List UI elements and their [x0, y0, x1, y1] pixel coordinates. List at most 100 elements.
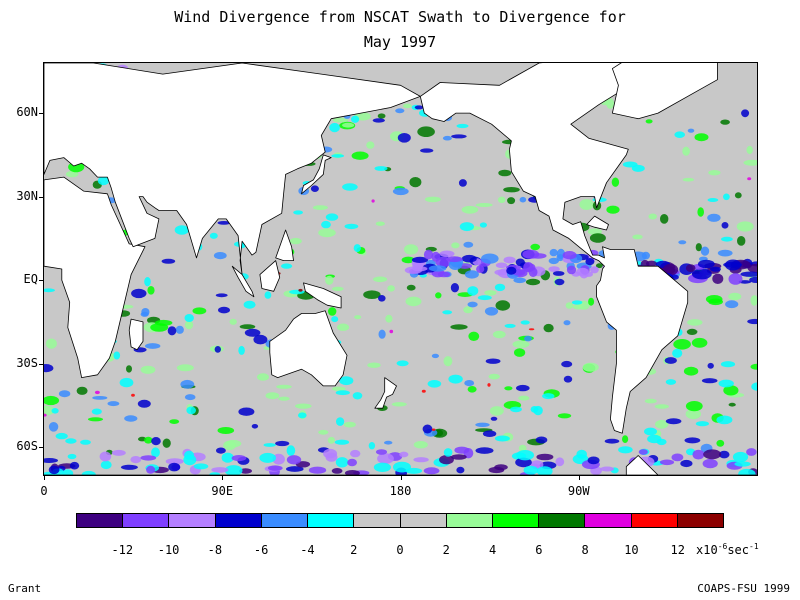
divergence-patch [343, 421, 356, 428]
divergence-patch [622, 435, 629, 443]
lat-tick [39, 363, 43, 365]
divergence-patch [746, 448, 757, 456]
divergence-patch [162, 438, 171, 448]
divergence-patch [184, 320, 194, 330]
divergence-patch [44, 364, 54, 373]
divergence-patch [409, 177, 422, 188]
divergence-patch [221, 452, 234, 463]
divergence-patch [708, 298, 723, 306]
divergence-patch [582, 362, 599, 372]
map-title-line-2: May 1997 [363, 33, 437, 51]
divergence-patch [87, 417, 104, 422]
divergence-patch [695, 243, 702, 252]
divergence-patch [525, 278, 541, 286]
divergence-patch [44, 413, 47, 417]
divergence-patch [167, 326, 177, 336]
divergence-patch [728, 292, 742, 301]
divergence-patch [485, 358, 501, 364]
divergence-patch [363, 290, 381, 299]
lat-tick [39, 447, 43, 449]
colorbar-swatch [169, 514, 216, 527]
divergence-patch [130, 456, 142, 464]
divergence-patch [458, 179, 467, 187]
divergence-patch [318, 429, 329, 435]
divergence-patch [331, 386, 346, 391]
divergence-patch [662, 263, 679, 276]
divergence-patch [665, 379, 677, 385]
divergence-patch [504, 323, 516, 328]
divergence-patch [507, 197, 516, 205]
divergence-patch [576, 267, 589, 276]
divergence-patch [589, 233, 606, 243]
divergence-patch [749, 276, 757, 283]
divergence-patch [562, 251, 577, 260]
divergence-patch [243, 300, 256, 309]
divergence-patch [618, 446, 633, 454]
divergence-patch [519, 196, 527, 203]
colorbar-units: x10-6sec-1 [696, 540, 759, 557]
divergence-patch [344, 470, 360, 475]
divergence-patch [475, 203, 493, 207]
divergence-patch [437, 271, 451, 278]
divergence-patch [209, 472, 221, 475]
divergence-patch [435, 292, 442, 299]
divergence-patch [214, 346, 221, 353]
divergence-patch [716, 439, 725, 447]
colorbar-swatch [354, 514, 401, 527]
divergence-patch [397, 133, 411, 143]
divergence-patch [310, 185, 319, 192]
divergence-patch [451, 242, 460, 249]
divergence-patch [611, 177, 620, 187]
divergence-patch [495, 262, 508, 269]
divergence-patch [604, 438, 620, 444]
divergence-patch [720, 119, 730, 125]
divergence-patch [707, 198, 719, 202]
divergence-patch [687, 128, 695, 133]
divergence-patch [131, 393, 135, 397]
divergence-patch [673, 339, 691, 350]
divergence-patch [523, 465, 539, 475]
divergence-patch [331, 316, 339, 323]
divergence-patch [332, 117, 349, 123]
divergence-patch [479, 222, 487, 228]
divergence-patch [99, 451, 112, 462]
divergence-patch [65, 170, 79, 178]
divergence-patch [648, 213, 657, 220]
divergence-patch [263, 443, 276, 447]
divergence-patch [530, 243, 540, 251]
divergence-patch [169, 419, 180, 424]
divergence-patch [555, 457, 565, 467]
divergence-patch [595, 263, 604, 269]
divergence-patch [672, 348, 683, 358]
divergence-patch [351, 115, 360, 123]
divergence-patch [217, 427, 235, 434]
new-zealand-land [374, 377, 397, 409]
divergence-patch [524, 335, 532, 342]
colorbar-tick-label: 2 [350, 543, 358, 557]
divergence-patch [192, 307, 207, 315]
divergence-patch [747, 177, 752, 181]
divergence-patch [402, 103, 412, 109]
divergence-patch [427, 380, 442, 388]
divergence-patch [395, 108, 405, 114]
divergence-patch [561, 360, 573, 368]
divergence-patch [510, 406, 522, 413]
divergence-patch [535, 436, 548, 444]
divergence-patch [725, 300, 739, 309]
lat-label: EQ [23, 272, 38, 287]
divergence-patch [65, 438, 77, 444]
divergence-patch [712, 273, 724, 284]
divergence-patch [184, 314, 194, 322]
divergence-patch [664, 357, 677, 364]
divergence-patch [743, 159, 757, 166]
divergence-patch [231, 455, 247, 462]
divergence-patch [347, 458, 357, 467]
divergence-patch [451, 134, 467, 139]
divergence-patch [487, 383, 491, 387]
divergence-patch [528, 328, 535, 331]
africa-land [44, 176, 146, 378]
divergence-patch [175, 325, 184, 334]
divergence-patch [590, 266, 599, 274]
divergence-patch [494, 283, 506, 292]
divergence-patch [506, 266, 517, 275]
